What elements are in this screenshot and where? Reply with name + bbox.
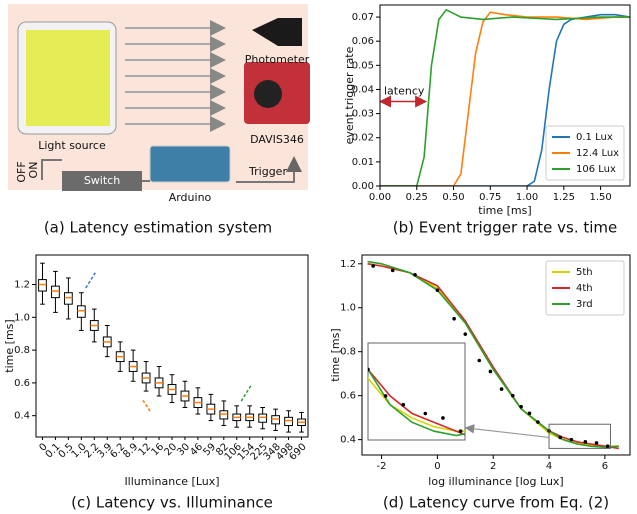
caption: (c) Latency vs. Illuminance xyxy=(71,494,273,512)
x-tick-label: 0.25 xyxy=(406,192,428,203)
arduino-icon xyxy=(150,146,230,182)
zoom-connector xyxy=(467,428,549,437)
data-point xyxy=(570,438,574,442)
box xyxy=(259,414,267,422)
legend-label: 12.4 Lux xyxy=(576,148,619,159)
x-tick-label: 1.25 xyxy=(553,192,575,203)
box xyxy=(272,416,280,424)
label: Photometer xyxy=(245,53,310,66)
data-point xyxy=(413,273,417,277)
x-tick-label: 2 xyxy=(490,461,496,472)
data-point xyxy=(371,264,375,268)
inset-point xyxy=(401,403,405,407)
label: Trigger xyxy=(248,165,287,178)
box xyxy=(220,411,228,419)
page: {"diagram": {"labels": {"photometer": "P… xyxy=(0,0,637,514)
y-tick-label: 0.4 xyxy=(340,435,356,446)
pointer-arrow xyxy=(142,399,150,411)
x-axis-label: Illuminance [Lux] xyxy=(124,475,219,488)
data-point xyxy=(606,444,610,448)
data-point xyxy=(558,436,562,440)
box xyxy=(52,286,60,297)
caption: (d) Latency curve from Eq. (2) xyxy=(383,494,609,512)
pointer-arrow xyxy=(85,273,95,289)
y-tick-label: 0.6 xyxy=(340,391,356,402)
y-tick-label: 1.2 xyxy=(14,280,30,291)
label: ON xyxy=(27,162,40,179)
x-tick-label: 0 xyxy=(434,461,440,472)
legend-label: 0.1 Lux xyxy=(576,132,613,143)
box xyxy=(77,306,85,317)
data-point xyxy=(463,332,467,336)
data-point xyxy=(511,394,515,398)
inset-point xyxy=(322,271,326,275)
data-point xyxy=(436,288,440,292)
data-point xyxy=(489,370,493,374)
y-tick-label: 1.0 xyxy=(340,303,356,314)
caption: (b) Event trigger rate vs. time xyxy=(393,219,618,237)
x-tick-label: 0.75 xyxy=(479,192,501,203)
annotation: latency xyxy=(384,85,425,98)
y-tick-label: 1.2 xyxy=(340,259,356,270)
light-panel xyxy=(26,30,110,126)
data-point xyxy=(452,317,456,321)
box xyxy=(64,293,72,304)
legend-label: 106 Lux xyxy=(576,164,616,175)
x-axis-label: time [ms] xyxy=(478,204,531,217)
legend-label: 5th xyxy=(576,267,593,278)
legend-label: 3rd xyxy=(576,299,593,310)
caption: (a) Latency estimation system xyxy=(44,219,272,237)
camera-lens xyxy=(254,80,282,108)
x-tick-label: 1.00 xyxy=(516,192,538,203)
data-point xyxy=(500,387,504,391)
x-tick-label: -2 xyxy=(377,461,387,472)
y-axis-label: time [ms] xyxy=(329,328,342,381)
inset-point xyxy=(335,297,339,301)
x-tick-label: 1.50 xyxy=(589,192,611,203)
y-tick-label: 0.6 xyxy=(14,378,30,389)
inset-point xyxy=(309,227,313,231)
data-point xyxy=(477,359,481,363)
label: Switch xyxy=(84,174,120,187)
inset-point xyxy=(441,416,445,420)
box xyxy=(285,417,293,425)
inset-point xyxy=(424,412,428,416)
data-point xyxy=(519,405,523,409)
label: Light source xyxy=(38,139,106,152)
data-point xyxy=(391,269,395,273)
y-tick-label: 0.4 xyxy=(14,411,30,422)
x-tick-label: 4 xyxy=(546,461,552,472)
x-tick-label: 6 xyxy=(602,461,608,472)
pointer-arrow xyxy=(241,386,251,402)
setup-diagram: Photometer DAVIS346 Light source OFF ON … xyxy=(8,4,310,237)
x-tick-label: 0.00 xyxy=(369,192,391,203)
y-tick-label: 0.07 xyxy=(352,12,374,23)
data-point xyxy=(584,440,588,444)
inset-point xyxy=(291,200,295,204)
inset-point xyxy=(366,368,370,372)
figure: Photometer DAVIS346 Light source OFF ON … xyxy=(0,0,637,514)
y-tick-label: 0.8 xyxy=(340,347,356,358)
legend-label: 4th xyxy=(576,283,593,294)
label: DAVIS346 xyxy=(250,133,304,146)
data-point xyxy=(536,420,540,424)
plot-frame xyxy=(36,255,308,437)
y-tick-label: 0.06 xyxy=(352,36,374,47)
data-point xyxy=(595,441,599,445)
inset-point xyxy=(459,429,463,433)
y-tick-label: 1.0 xyxy=(14,312,30,323)
y-tick-label: 0.01 xyxy=(352,157,374,168)
y-tick-label: 0.8 xyxy=(14,345,30,356)
x-axis-label: log illuminance [log Lux] xyxy=(428,475,563,488)
box xyxy=(39,280,47,291)
y-axis-label: event trigger rate xyxy=(343,46,356,144)
label: Arduino xyxy=(169,191,212,204)
x-tick-label: 0.50 xyxy=(442,192,464,203)
inset-point xyxy=(384,394,388,398)
y-tick-label: 0.00 xyxy=(352,181,374,192)
y-axis-label: time [ms] xyxy=(3,319,16,372)
inset-point xyxy=(349,332,353,336)
data-point xyxy=(528,411,532,415)
